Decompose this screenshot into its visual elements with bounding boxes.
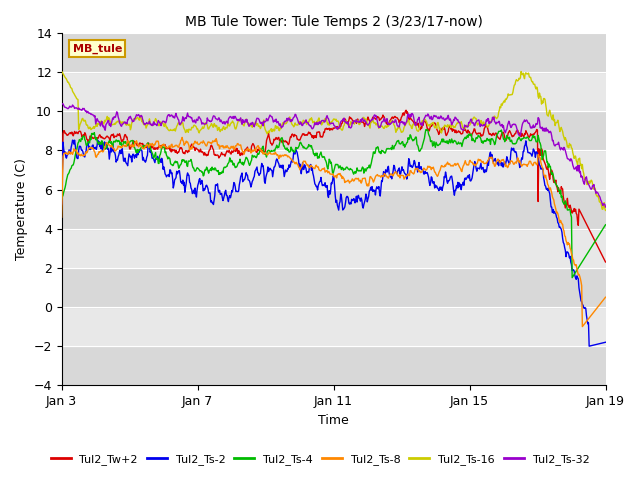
Bar (61, 307, 605, 346)
Bar (61, 33, 605, 72)
Bar (61, 346, 605, 385)
Bar (61, 150, 605, 190)
Text: MB_tule: MB_tule (72, 44, 122, 54)
Y-axis label: Temperature (C): Temperature (C) (15, 158, 28, 260)
Bar (61, 190, 605, 228)
Bar (61, 72, 605, 111)
Bar (61, 228, 605, 268)
X-axis label: Time: Time (318, 414, 349, 427)
Bar (61, 268, 605, 307)
Bar (61, 111, 605, 150)
Title: MB Tule Tower: Tule Temps 2 (3/23/17-now): MB Tule Tower: Tule Temps 2 (3/23/17-now… (184, 15, 483, 29)
Legend: Tul2_Tw+2, Tul2_Ts-2, Tul2_Ts-4, Tul2_Ts-8, Tul2_Ts-16, Tul2_Ts-32: Tul2_Tw+2, Tul2_Ts-2, Tul2_Ts-4, Tul2_Ts… (46, 450, 594, 469)
